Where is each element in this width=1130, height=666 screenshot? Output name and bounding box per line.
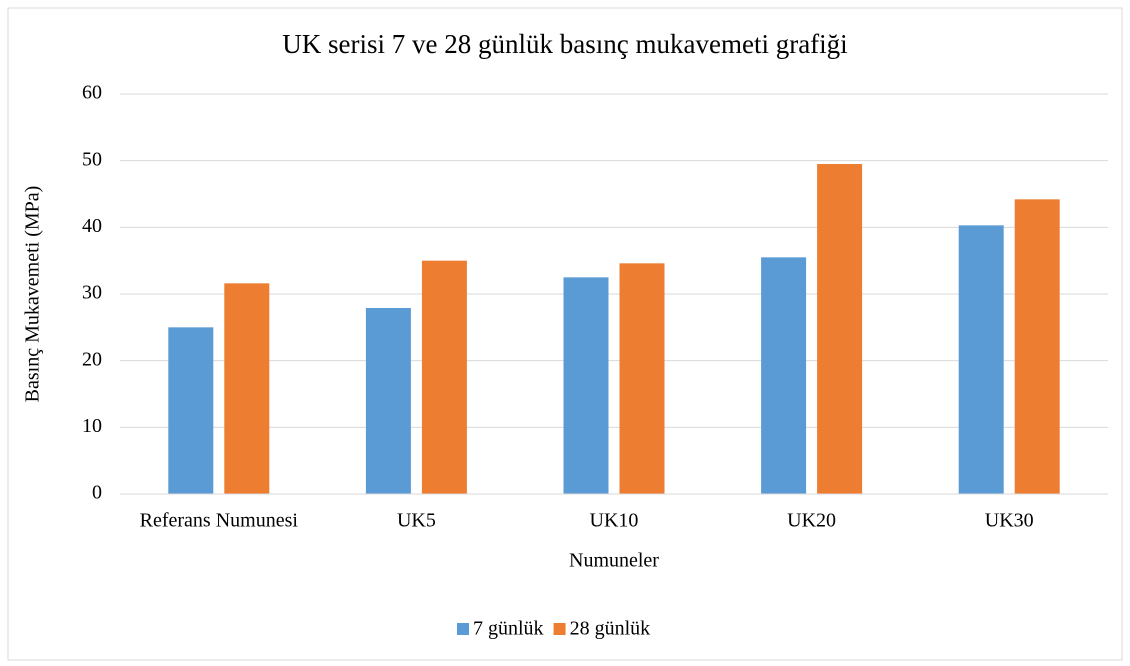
- bar: [563, 277, 609, 494]
- x-tick-label: UK30: [985, 510, 1034, 532]
- x-tick-label: UK20: [787, 510, 836, 532]
- y-tick-label: 10: [82, 415, 102, 437]
- y-tick-label: 40: [82, 215, 102, 237]
- x-axis-label: Numuneler: [569, 550, 659, 572]
- x-tick-label: UK5: [397, 510, 436, 532]
- bar: [817, 164, 863, 494]
- bar: [168, 327, 214, 494]
- legend-label: 7 günlük: [473, 618, 544, 640]
- y-tick-label: 20: [82, 348, 102, 370]
- x-tick-label: UK10: [590, 510, 639, 532]
- legend-swatch: [457, 623, 469, 635]
- x-tick-label: Referans Numunesi: [140, 510, 299, 532]
- y-tick-label: 0: [92, 482, 102, 504]
- legend-swatch: [553, 623, 566, 635]
- y-tick-label: 30: [82, 282, 102, 304]
- legend-label: 28 günlük: [570, 618, 651, 640]
- bar: [761, 257, 807, 494]
- bar: [1014, 199, 1060, 495]
- bar: [421, 260, 467, 494]
- bar: [619, 263, 665, 494]
- y-tick-label: 60: [82, 82, 102, 104]
- bar: [365, 308, 411, 494]
- y-tick-label: 50: [82, 148, 102, 170]
- bar: [958, 225, 1004, 495]
- y-axis-label: Basınç Mukavemeti (MPa): [22, 186, 44, 403]
- chart-title: UK serisi 7 ve 28 günlük basınç mukaveme…: [282, 29, 847, 59]
- bar: [224, 283, 270, 494]
